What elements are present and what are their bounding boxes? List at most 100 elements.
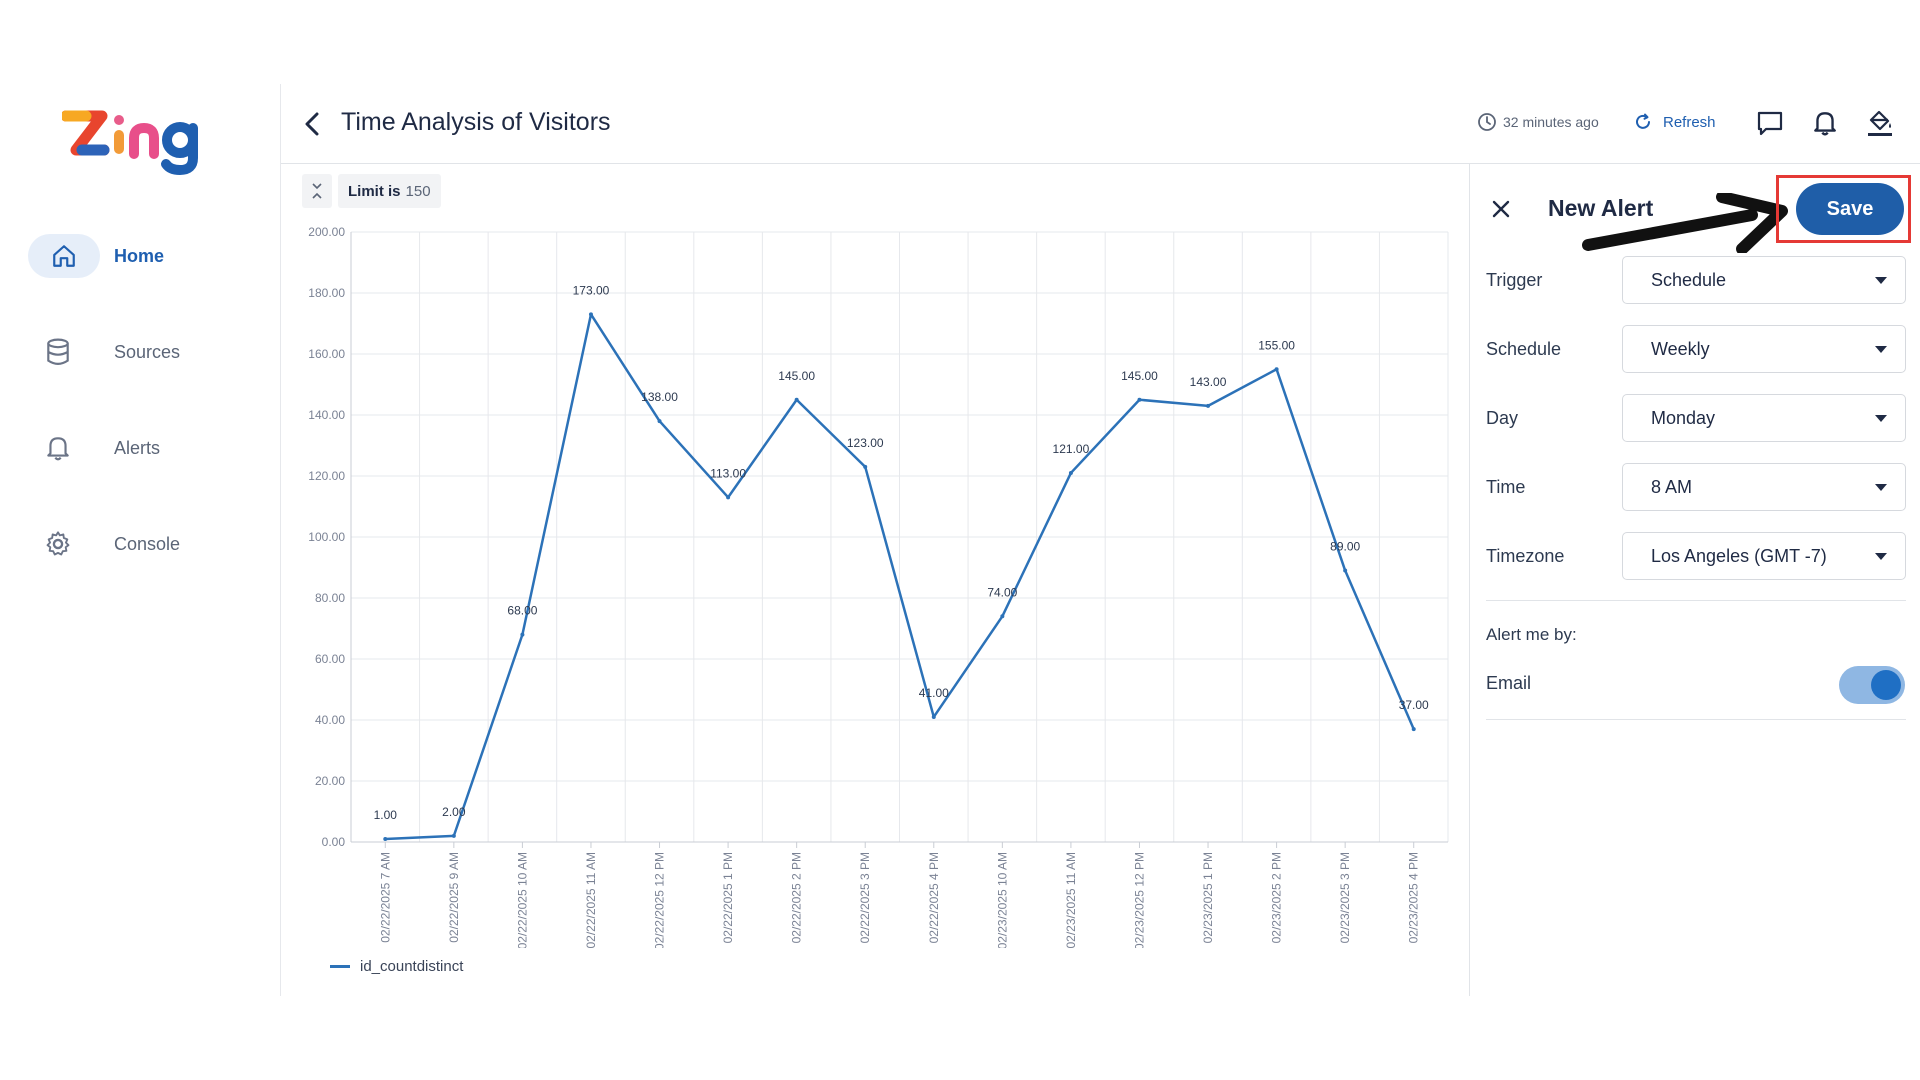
collapse-button[interactable] [302, 174, 332, 208]
data-label: 121.00 [1053, 442, 1090, 456]
time-field: Time 8 AM [1486, 462, 1906, 512]
day-field: Day Monday [1486, 393, 1906, 443]
close-button[interactable] [1487, 195, 1515, 223]
x-tick-label: 02/23/2025 4 PM [1407, 852, 1421, 943]
select-value: 8 AM [1651, 476, 1693, 497]
bell-icon [36, 426, 80, 470]
sidebar-item-console[interactable]: Console [28, 522, 248, 566]
legend-label: id_countdistinct [360, 958, 464, 975]
limit-value: 150 [405, 182, 431, 200]
schedule-select[interactable]: Weekly [1622, 325, 1906, 373]
notifications-button[interactable] [1808, 106, 1842, 140]
y-tick-label: 40.00 [315, 713, 345, 727]
save-button[interactable]: Save [1796, 183, 1904, 235]
select-value: Los Angeles (GMT -7) [1651, 545, 1827, 566]
panel-divider-line [1486, 719, 1906, 720]
sidebar-item-label: Sources [114, 341, 181, 362]
data-label: 173.00 [573, 283, 610, 297]
data-point [1343, 568, 1348, 573]
page-header: Time Analysis of Visitors 32 minutes ago… [281, 84, 1920, 164]
data-label: 138.00 [641, 390, 678, 404]
comments-button[interactable] [1753, 106, 1787, 140]
data-label: 113.00 [710, 466, 746, 480]
panel-divider-line [1486, 600, 1906, 601]
x-tick-label: 02/22/2025 4 PM [927, 852, 941, 943]
panel-title: New Alert [1548, 195, 1654, 221]
field-label: Timezone [1486, 545, 1565, 566]
sidebar-item-alerts[interactable]: Alerts [28, 426, 248, 470]
limit-label: Limit is [348, 182, 401, 200]
data-point [1137, 397, 1142, 402]
page-title: Time Analysis of Visitors [341, 108, 611, 136]
caret-down-icon [1875, 553, 1887, 560]
sidebar-item-sources[interactable]: Sources [28, 330, 248, 374]
data-label: 155.00 [1258, 338, 1295, 352]
refresh-button[interactable]: Refresh [1633, 112, 1716, 132]
time-select[interactable]: 8 AM [1622, 463, 1906, 511]
data-point [520, 632, 525, 637]
zing-logo[interactable] [60, 108, 222, 178]
field-label: Day [1486, 407, 1519, 428]
collapse-icon [312, 183, 322, 199]
data-point [588, 312, 593, 317]
data-label: 68.00 [507, 604, 537, 618]
y-tick-label: 160.00 [308, 347, 345, 361]
email-toggle[interactable] [1839, 666, 1905, 704]
gear-icon [36, 522, 80, 566]
sidebar-item-home[interactable]: Home [28, 234, 248, 278]
y-tick-label: 200.00 [308, 225, 345, 239]
y-tick-label: 20.00 [315, 774, 345, 788]
timezone-field: Timezone Los Angeles (GMT -7) [1486, 531, 1906, 581]
data-label: 1.00 [374, 808, 398, 822]
data-point [1411, 727, 1416, 732]
theme-button[interactable] [1863, 106, 1897, 140]
y-tick-label: 100.00 [308, 530, 345, 544]
save-highlight-box [1776, 175, 1911, 243]
back-button[interactable] [299, 108, 327, 140]
trigger-select[interactable]: Schedule [1622, 256, 1906, 304]
data-point [657, 419, 662, 424]
select-value: Weekly [1651, 338, 1710, 359]
caret-down-icon [1875, 277, 1887, 284]
panel-divider [1469, 163, 1470, 996]
x-tick-label: 02/23/2025 11 AM [1064, 852, 1078, 948]
x-tick-label: 02/23/2025 2 PM [1270, 852, 1284, 943]
data-point [1068, 470, 1073, 475]
bell-icon [1814, 112, 1836, 136]
y-tick-label: 180.00 [308, 286, 345, 300]
caret-down-icon [1875, 415, 1887, 422]
data-label: 74.00 [987, 585, 1017, 599]
x-tick-label: 02/22/2025 2 PM [790, 852, 804, 943]
chat-icon [1757, 111, 1783, 136]
x-tick-label: 02/23/2025 3 PM [1338, 852, 1352, 943]
timezone-select[interactable]: Los Angeles (GMT -7) [1622, 532, 1906, 580]
day-select[interactable]: Monday [1622, 394, 1906, 442]
last-updated-text: 32 minutes ago [1503, 114, 1599, 130]
y-tick-label: 140.00 [308, 408, 345, 422]
email-label: Email [1486, 673, 1532, 693]
sidebar-divider [280, 84, 281, 996]
x-tick-label: 02/22/2025 10 AM [515, 852, 529, 948]
data-label: 143.00 [1190, 375, 1227, 389]
chart-legend: id_countdistinct [330, 958, 463, 975]
data-point [794, 397, 799, 402]
x-tick-label: 02/22/2025 7 AM [378, 852, 392, 943]
y-tick-label: 120.00 [308, 469, 345, 483]
x-tick-label: 02/22/2025 3 PM [858, 852, 872, 943]
sidebar-item-label: Home [114, 245, 165, 266]
database-icon [36, 330, 80, 374]
clock-icon [1478, 113, 1496, 131]
refresh-label: Refresh [1663, 113, 1716, 131]
x-tick-label: 02/22/2025 1 PM [721, 852, 735, 943]
refresh-icon [1636, 113, 1650, 129]
data-point [383, 836, 388, 841]
data-point [1274, 367, 1279, 372]
data-point [1206, 403, 1211, 408]
data-label: 145.00 [1121, 369, 1158, 383]
limit-row: Limit is 150 [302, 174, 441, 208]
data-label: 89.00 [1330, 540, 1360, 554]
field-label: Trigger [1486, 269, 1543, 290]
x-tick-label: 02/23/2025 10 AM [995, 852, 1009, 948]
close-icon [1492, 200, 1510, 218]
caret-down-icon [1875, 346, 1887, 353]
